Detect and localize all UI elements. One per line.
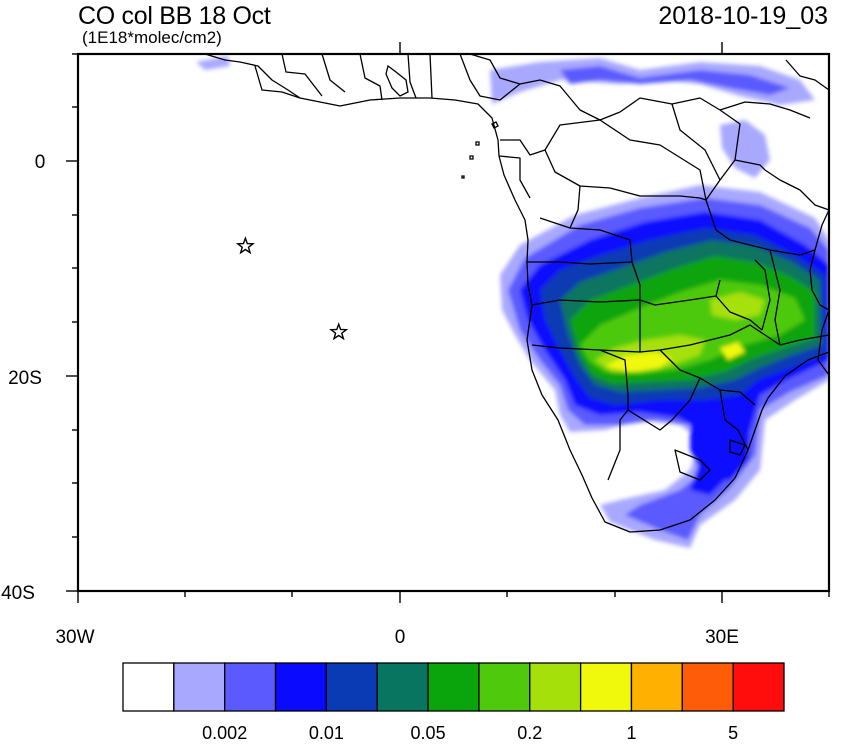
y-tick-label: 0 — [35, 152, 46, 173]
colorbar-label: 0.01 — [309, 723, 344, 743]
co-plume-field — [196, 56, 829, 548]
colorbar-box — [427, 662, 480, 712]
x-tick-labels: 30W 0 30E — [55, 627, 738, 648]
colorbar: 0.002 0.01 0.05 0.2 1 5 — [122, 662, 785, 743]
colorbar-label: 5 — [728, 723, 738, 743]
map-units: (1E18*molec/cm2) — [82, 28, 222, 47]
colorbar-box — [274, 662, 328, 712]
x-tick-label: 0 — [395, 627, 406, 648]
colorbar-label: 0.05 — [411, 723, 446, 743]
colorbar-box — [732, 662, 785, 712]
y-tick-labels: 0 20S 40S — [1, 152, 45, 604]
station-markers — [235, 236, 349, 341]
colorbar-box — [122, 662, 175, 712]
star-marker-south — [329, 322, 349, 341]
colorbar-label: 0.2 — [517, 723, 542, 743]
star-marker-north — [235, 236, 255, 255]
colorbar-box — [630, 662, 683, 712]
x-tick-label: 30E — [705, 627, 739, 648]
colorbar-box — [478, 662, 531, 712]
colorbar-box — [376, 662, 429, 712]
colorbar-box — [681, 662, 734, 712]
colorbar-box — [579, 662, 633, 712]
map-title: CO col BB 18 Oct — [78, 2, 271, 30]
colorbar-label: 0.002 — [202, 723, 247, 743]
coastlines-borders — [204, 54, 829, 533]
x-tick-label: 30W — [55, 627, 94, 648]
colorbar-box — [529, 662, 582, 712]
colorbar-box — [224, 662, 277, 712]
valid-datetime: 2018-10-19_03 — [658, 2, 828, 30]
colorbar-label: 1 — [626, 723, 636, 743]
colorbar-box — [325, 662, 378, 712]
islands — [385, 64, 499, 179]
colorbar-box — [173, 662, 226, 712]
axis-ticks — [66, 42, 830, 603]
y-tick-label: 40S — [1, 583, 35, 604]
y-tick-label: 20S — [8, 368, 42, 389]
